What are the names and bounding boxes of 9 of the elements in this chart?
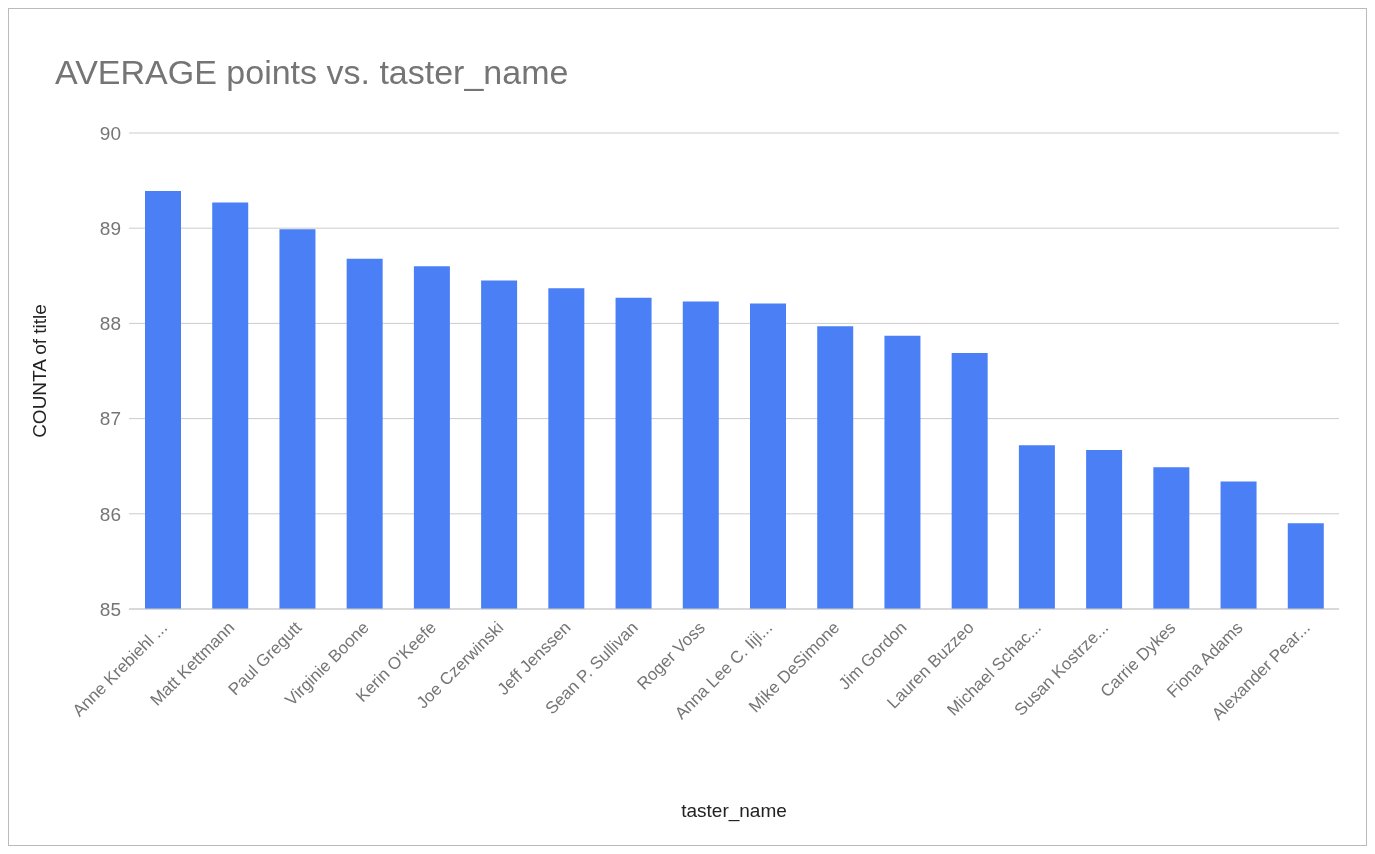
x-axis-title: taster_name	[681, 800, 787, 822]
y-tick-label: 89	[99, 217, 121, 239]
chart-title: AVERAGE points vs. taster_name	[55, 53, 569, 92]
y-tick-label: 87	[99, 408, 121, 430]
y-tick-label: 86	[99, 503, 121, 525]
y-tick-label: 90	[99, 122, 121, 144]
y-tick-label: 85	[99, 598, 121, 620]
y-tick-label: 88	[99, 313, 121, 335]
y-axis-title: COUNTA of title	[28, 304, 50, 438]
